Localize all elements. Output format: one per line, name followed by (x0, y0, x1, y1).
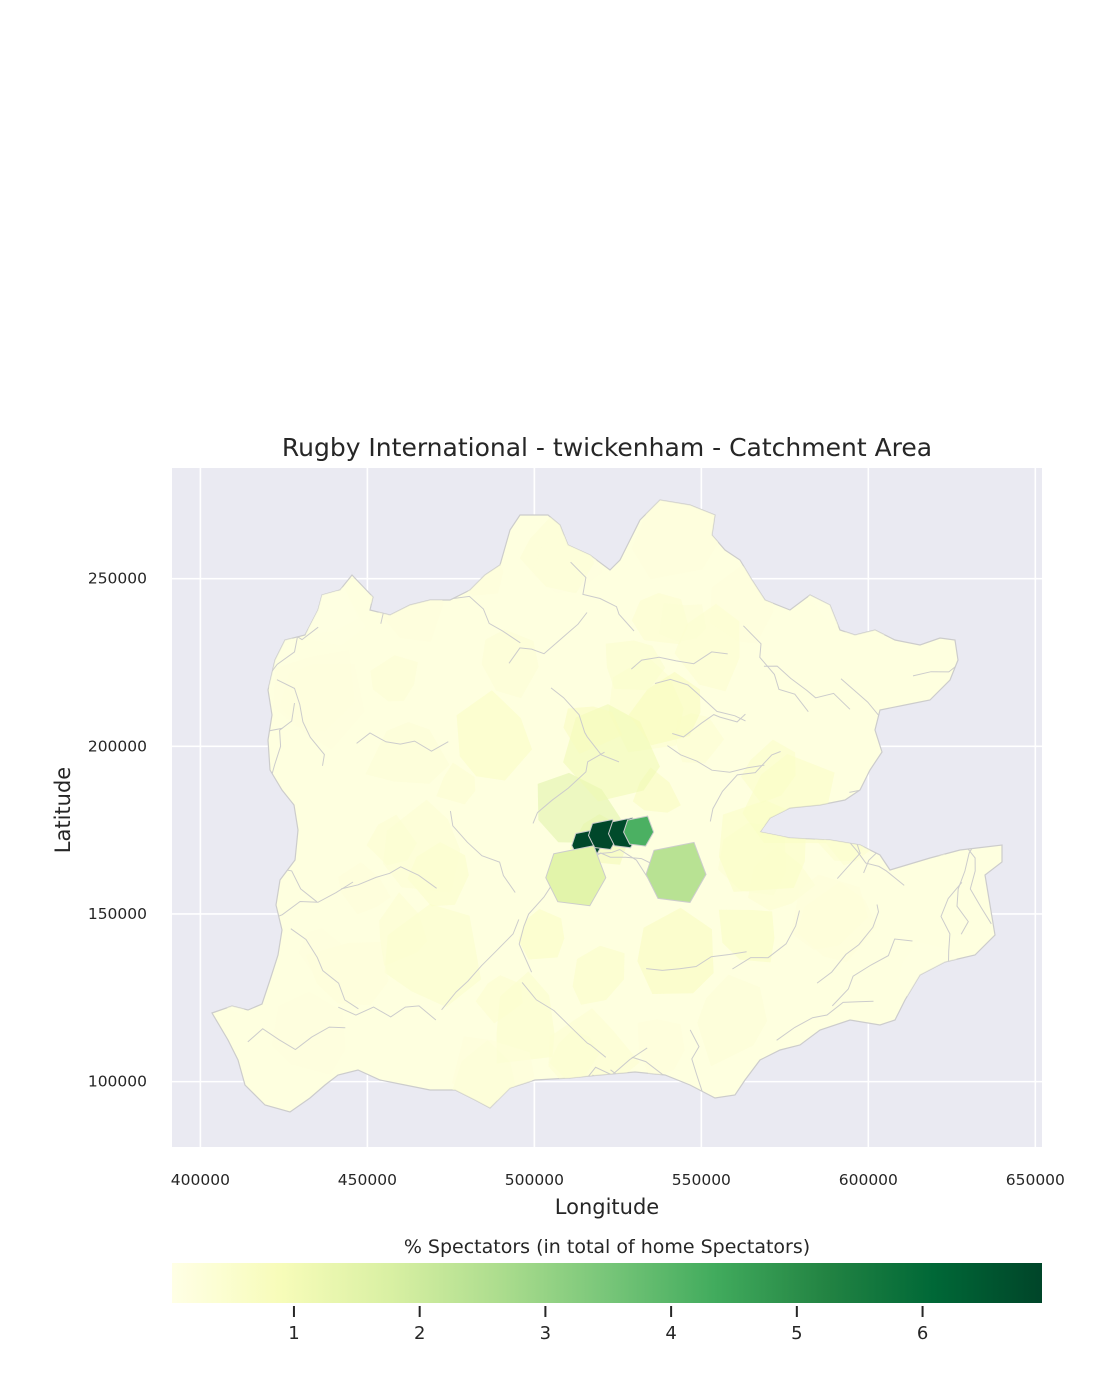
colorbar-label: % Spectators (in total of home Spectator… (404, 1236, 810, 1258)
colorbar (172, 1263, 1042, 1303)
district-boundary (338, 1005, 437, 1021)
district (637, 907, 714, 994)
district-boundary (763, 665, 851, 710)
district (456, 690, 532, 781)
district-boundary (709, 751, 781, 822)
district (563, 706, 623, 754)
district (383, 799, 461, 893)
district-boundary (521, 982, 607, 1058)
district (572, 945, 625, 1005)
y-tick-label: 150000 (88, 905, 147, 923)
district (741, 739, 796, 804)
y-tick-label: 250000 (88, 570, 147, 588)
x-tick-label: 400000 (171, 1171, 230, 1189)
district-boundary (247, 1026, 346, 1051)
district (379, 892, 428, 966)
district-boundary (276, 679, 325, 766)
district (370, 655, 418, 702)
district (718, 909, 775, 963)
high-share-districts (545, 815, 707, 907)
district-boundary (672, 713, 746, 738)
district-boundary (449, 810, 516, 893)
x-axis-label: Longitude (555, 1195, 659, 1219)
district-boundary (743, 625, 809, 713)
district (697, 974, 767, 1067)
district-highlight (645, 841, 707, 903)
district-boundary (290, 928, 359, 1010)
district-boundary (441, 919, 520, 1011)
x-axis-ticks: 400000 450000 500000 550000 600000 650000 (171, 1171, 1065, 1189)
district (452, 1036, 535, 1103)
district (475, 975, 523, 1024)
district-boundary (356, 732, 449, 752)
x-tick-label: 550000 (672, 1171, 731, 1189)
colorbar-tick-label: 1 (288, 1323, 299, 1344)
district-boundary (831, 938, 913, 1007)
district-boundary (550, 687, 620, 763)
district (481, 629, 539, 699)
x-tick-label: 600000 (839, 1171, 898, 1189)
y-axis-label: Latitude (51, 767, 75, 853)
district-boundary (667, 745, 765, 773)
district (299, 928, 351, 974)
x-tick-label: 500000 (505, 1171, 564, 1189)
district-boundary (570, 561, 635, 632)
colorbar-tick-label: 2 (414, 1323, 425, 1344)
district (273, 650, 355, 732)
district-boundary (508, 612, 588, 664)
district-highlight (623, 815, 655, 847)
district (271, 991, 346, 1075)
colorbar-tick-label: 4 (665, 1323, 676, 1344)
district (518, 909, 565, 960)
district (790, 874, 868, 950)
district-boundary (518, 879, 556, 973)
district-boundary (341, 866, 437, 890)
chart-title: Rugby International - twickenham - Catch… (282, 433, 932, 462)
district-boundary (956, 834, 981, 935)
district (365, 722, 450, 784)
district-boundary (532, 751, 605, 824)
district-boundary (776, 1000, 874, 1041)
x-tick-label: 450000 (338, 1171, 397, 1189)
district (338, 862, 391, 915)
district (659, 603, 707, 642)
x-tick-label: 650000 (1006, 1171, 1065, 1189)
y-tick-label: 200000 (88, 737, 147, 755)
district-boundary (654, 678, 746, 722)
district-boundary (816, 904, 880, 984)
y-tick-label: 100000 (88, 1073, 147, 1091)
district-boundary (630, 651, 728, 670)
colorbar-ticks: 1 2 3 4 5 6 (288, 1306, 928, 1344)
colorbar-tick-label: 6 (917, 1323, 928, 1344)
colorbar-tick-label: 3 (540, 1323, 551, 1344)
y-axis-ticks: 100000 150000 200000 250000 (88, 570, 147, 1091)
district-boundary (732, 910, 800, 970)
district (436, 762, 476, 805)
district-boundary (646, 951, 747, 971)
district (628, 671, 701, 746)
district-highlight (545, 845, 607, 907)
colorbar-tick-label: 5 (791, 1323, 802, 1344)
